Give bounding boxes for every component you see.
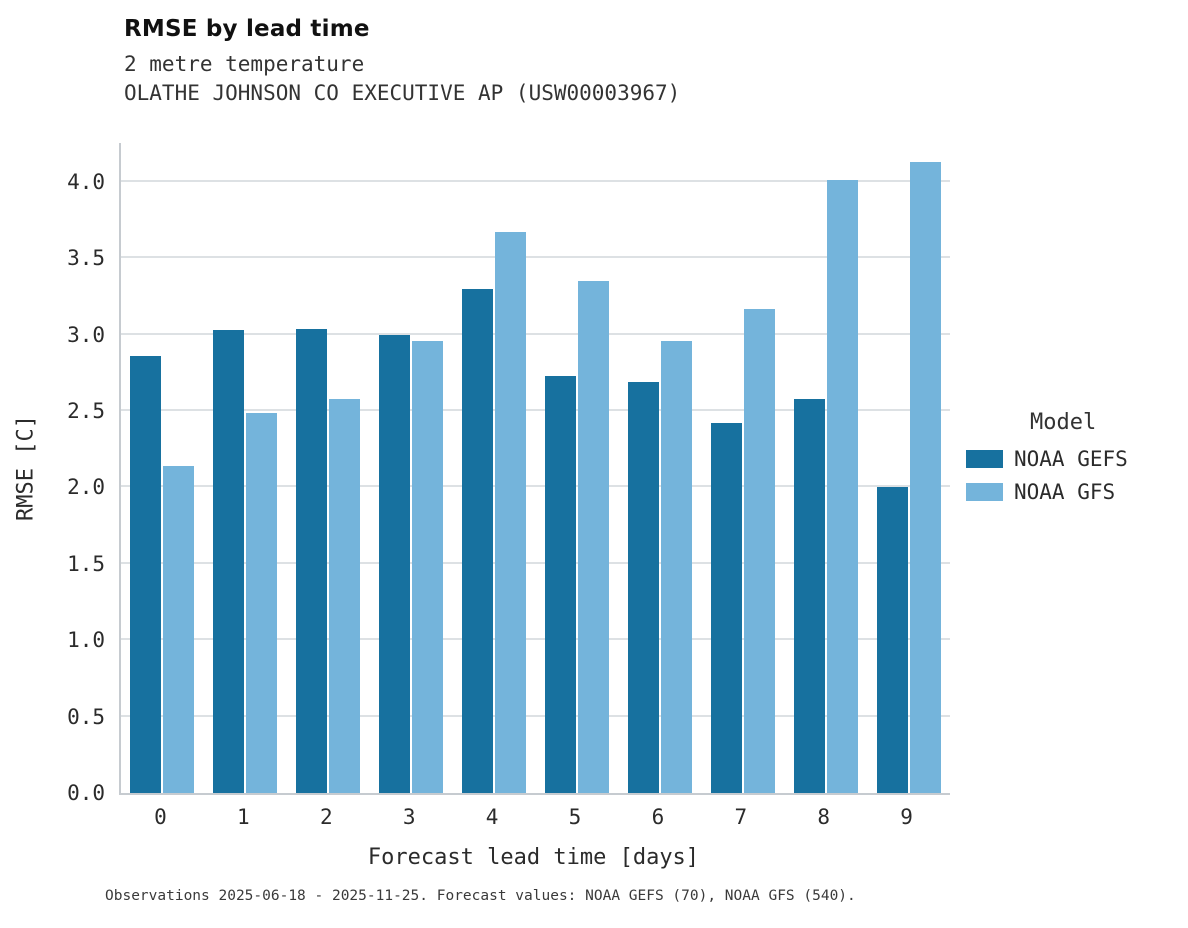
gridline-y-0.5 xyxy=(121,714,950,717)
x-tick-label-8: 8 xyxy=(817,805,831,829)
bar-noaa-gefs-day-0 xyxy=(130,356,162,793)
gridline-y-4.0 xyxy=(121,179,950,182)
y-tick-label-4.0: 4.0 xyxy=(67,169,105,194)
x-tick-label-5: 5 xyxy=(568,805,582,829)
x-tick-label-9: 9 xyxy=(900,805,913,829)
gridline-y-2.5 xyxy=(121,409,950,412)
bar-noaa-gfs-day-4 xyxy=(495,232,527,793)
bar-noaa-gefs-day-2 xyxy=(296,328,328,793)
legend-swatch-icon xyxy=(966,450,1003,468)
bar-group-day-4 xyxy=(453,143,536,793)
bar-noaa-gfs-day-2 xyxy=(329,398,361,793)
x-tick-label-0: 0 xyxy=(154,805,167,829)
gridline-y-2.0 xyxy=(121,485,950,488)
x-tick-label-2: 2 xyxy=(319,805,333,829)
legend-item-noaa-gfs: NOAA GFS xyxy=(966,480,1181,504)
y-tick-label-0.0: 0.0 xyxy=(67,781,105,805)
y-tick-label-0.5: 0.5 xyxy=(67,704,105,729)
chart-subtitle-station: OLATHE JOHNSON CO EXECUTIVE AP (USW00003… xyxy=(124,81,681,105)
bar-noaa-gfs-day-5 xyxy=(577,281,609,793)
bar-noaa-gefs-day-6 xyxy=(627,382,659,793)
bar-group-day-5 xyxy=(536,143,619,793)
y-tick-label-1.0: 1.0 xyxy=(67,628,105,653)
bar-noaa-gfs-day-6 xyxy=(660,340,692,793)
bar-group-day-1 xyxy=(204,143,287,793)
chart-subtitle-variable: 2 metre temperature xyxy=(124,52,365,76)
y-tick-label-2.5: 2.5 xyxy=(67,399,105,424)
legend-item-noaa-gefs: NOAA GEFS xyxy=(966,447,1181,471)
bar-noaa-gfs-day-3 xyxy=(412,340,444,793)
x-axis-title: Forecast lead time [days] xyxy=(367,845,700,870)
gridline-y-1.5 xyxy=(121,561,950,564)
footnote-caption: Observations 2025-06-18 - 2025-11-25. Fo… xyxy=(105,888,856,904)
y-tick-label-2.0: 2.0 xyxy=(67,475,105,500)
x-tick-label-6: 6 xyxy=(651,805,665,829)
x-tick-label-4: 4 xyxy=(485,805,499,829)
bar-noaa-gefs-day-1 xyxy=(213,330,245,793)
x-axis-ticks: 0 1 2 3 4 5 6 7 8 9 xyxy=(119,805,948,829)
bar-group-day-8 xyxy=(784,143,867,793)
legend-swatch-icon xyxy=(966,483,1003,501)
bar-noaa-gefs-day-4 xyxy=(462,288,494,793)
bar-noaa-gfs-day-8 xyxy=(826,180,858,793)
bar-noaa-gfs-day-0 xyxy=(163,466,195,793)
bar-noaa-gfs-day-7 xyxy=(743,308,775,793)
gridline-y-3.5 xyxy=(121,256,950,259)
y-tick-label-1.5: 1.5 xyxy=(67,551,105,576)
legend: Model NOAA GEFS NOAA GFS xyxy=(966,410,1181,513)
bar-group-day-0 xyxy=(121,143,204,793)
x-tick-label-1: 1 xyxy=(237,805,250,829)
chart-title: RMSE by lead time xyxy=(124,16,370,42)
bar-noaa-gefs-day-8 xyxy=(793,398,825,793)
legend-items: NOAA GEFS NOAA GFS xyxy=(966,447,1181,504)
bar-group-day-9 xyxy=(867,143,950,793)
legend-label: NOAA GFS xyxy=(1014,480,1116,504)
y-tick-label-3.0: 3.0 xyxy=(67,322,105,347)
plot-area: 0.0 0.5 1.0 1.5 2.0 2.5 3.0 3.5 4.0 xyxy=(67,143,950,805)
bar-noaa-gefs-day-5 xyxy=(544,375,576,793)
y-axis-title: RMSE [C] xyxy=(13,415,39,521)
x-tick-label-3: 3 xyxy=(402,805,416,829)
legend-label: NOAA GEFS xyxy=(1014,447,1128,471)
bar-groups xyxy=(121,143,950,793)
bar-noaa-gefs-day-9 xyxy=(876,487,908,793)
bar-noaa-gfs-day-1 xyxy=(246,412,278,793)
bar-noaa-gefs-day-7 xyxy=(710,423,742,793)
gridline-y-3.0 xyxy=(121,332,950,335)
bar-group-day-6 xyxy=(618,143,701,793)
bar-noaa-gefs-day-3 xyxy=(379,334,411,793)
y-tick-label-3.5: 3.5 xyxy=(67,246,105,271)
bar-group-day-3 xyxy=(370,143,453,793)
bar-group-day-7 xyxy=(701,143,784,793)
x-tick-label-7: 7 xyxy=(734,805,748,829)
bar-noaa-gfs-day-9 xyxy=(909,162,941,793)
bar-group-day-2 xyxy=(287,143,370,793)
legend-title: Model xyxy=(1030,410,1097,435)
gridline-y-1.0 xyxy=(121,638,950,641)
